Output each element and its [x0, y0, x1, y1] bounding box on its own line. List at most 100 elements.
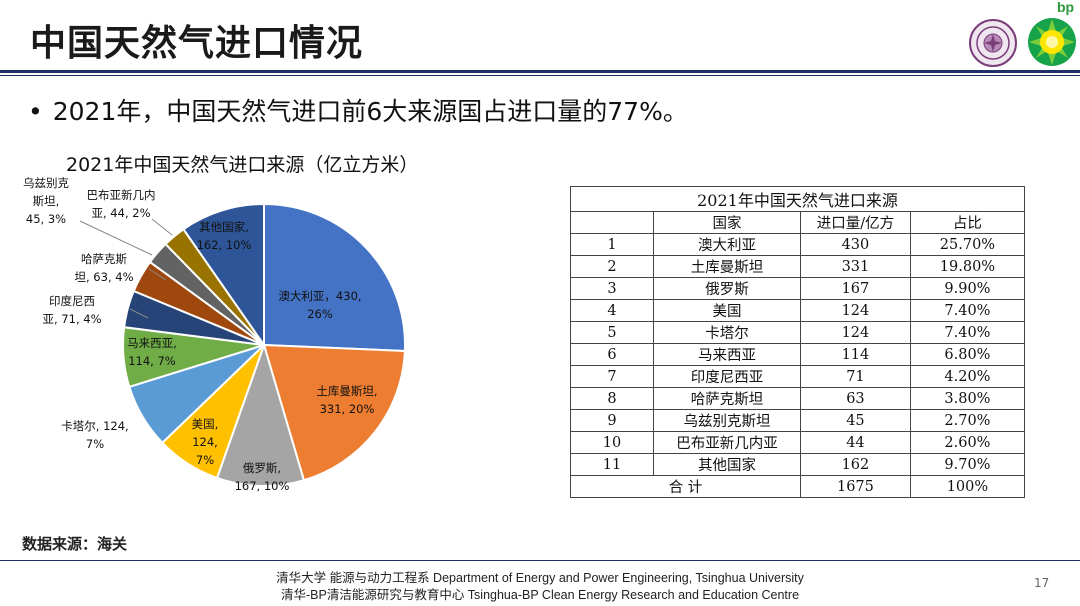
tsinghua-seal-logo [969, 19, 1017, 67]
row-index: 4 [569, 299, 655, 322]
pie-label-3: 俄罗斯, 167, 10% [235, 461, 290, 493]
header-volume: 进口量/亿方 [799, 211, 911, 234]
row-volume: 124 [799, 321, 911, 344]
table-row: 4 美国 124 7.40% [569, 299, 1026, 322]
page-title: 中国天然气进口情况 [30, 23, 364, 64]
bullet-dot: • [28, 97, 43, 126]
row-share: 9.90% [909, 277, 1026, 300]
pie-slice-11 [182, 202, 265, 349]
bp-logo: bp [1028, 0, 1076, 66]
bp-logo-text: bp [1057, 0, 1074, 15]
pie-label-2: 土库曼斯坦, 331, 20% [316, 384, 377, 416]
row-index: 2 [569, 255, 655, 278]
table-total-row: 合 计 1675 100% [570, 475, 1026, 498]
chart-title: 2021年中国天然气进口来源（亿立方米） [66, 154, 419, 176]
row-volume: 162 [799, 453, 911, 476]
leader-line [79, 220, 153, 256]
row-share: 2.70% [909, 409, 1026, 432]
pie-label-5: 卡塔尔, 124, 7% [61, 419, 128, 451]
pie-label-6: 马来西亚, 114, 7% [127, 336, 177, 368]
row-share: 19.80% [909, 255, 1026, 278]
row-volume: 63 [799, 387, 911, 410]
row-volume: 167 [799, 277, 911, 300]
table-row: 7 印度尼西亚 71 4.20% [569, 365, 1026, 388]
title-divider [0, 70, 1080, 73]
row-volume: 114 [799, 343, 911, 366]
footer-center: 清华-BP清洁能源研究与教育中心 Tsinghua-BP Clean Energ… [280, 588, 800, 602]
row-volume: 124 [799, 299, 911, 322]
data-source-note: 数据来源：海关 [22, 535, 128, 553]
row-country: 乌兹别克斯坦 [653, 409, 801, 432]
row-share: 25.70% [909, 233, 1026, 256]
pie-slice-3 [215, 341, 306, 487]
row-share: 7.40% [909, 321, 1026, 344]
row-country: 巴布亚新几内亚 [653, 431, 801, 454]
row-share: 7.40% [909, 299, 1026, 322]
row-index: 7 [569, 365, 655, 388]
row-country: 其他国家 [653, 453, 801, 476]
leader-line [129, 308, 149, 319]
key-point-text: 2021年，中国天然气进口前6大来源国占进口量的77%。 [52, 97, 688, 126]
row-index: 5 [569, 321, 655, 344]
row-volume: 331 [799, 255, 911, 278]
import-source-table: 2021年中国天然气进口来源 国家 进口量/亿方 占比 1 澳大利亚 430 25.7… [569, 186, 1026, 498]
pie-label-7: 印度尼西亚, 71, 4% [43, 294, 102, 326]
page-number: 17 [1034, 576, 1050, 590]
pie-label-11: 其他国家, 162, 10% [197, 220, 252, 252]
row-country: 澳大利亚 [653, 233, 801, 256]
pie-label-10: 巴布亚新几内亚, 44, 2% [87, 188, 156, 220]
row-country: 美国 [653, 299, 801, 322]
row-country: 印度尼西亚 [653, 365, 801, 388]
table-row: 6 马来西亚 114 6.80% [569, 343, 1026, 366]
pie-label-4: 美国, 124, 7% [192, 417, 219, 467]
row-share: 4.20% [909, 365, 1026, 388]
pie-slice-1 [263, 202, 406, 352]
table-row: 8 哈萨克斯坦 63 3.80% [569, 387, 1026, 410]
total-share: 100% [909, 475, 1026, 498]
row-index: 1 [569, 233, 655, 256]
table-row: 5 卡塔尔 124 7.40% [569, 321, 1026, 344]
row-index: 6 [569, 343, 655, 366]
row-volume: 71 [799, 365, 911, 388]
table-header-row: 国家 进口量/亿方 占比 [569, 211, 1026, 234]
row-country: 马来西亚 [653, 343, 801, 366]
header-index [569, 211, 655, 234]
table-row: 11 其他国家 162 9.70% [569, 453, 1026, 476]
key-point-bullet: • 2021年，中国天然气进口前6大来源国占进口量的77%。 [28, 92, 688, 128]
row-share: 2.60% [909, 431, 1026, 454]
row-index: 8 [569, 387, 655, 410]
pie-label-1: 澳大利亚，430, 26% [278, 289, 361, 321]
table-row: 3 俄罗斯 167 9.90% [569, 277, 1026, 300]
row-volume: 430 [799, 233, 911, 256]
row-volume: 45 [799, 409, 911, 432]
row-volume: 44 [799, 431, 911, 454]
table-row: 10 巴布亚新几内亚 44 2.60% [569, 431, 1026, 454]
table-caption: 2021年中国天然气进口来源 [570, 186, 1025, 212]
total-label: 合 计 [570, 475, 801, 498]
row-country: 卡塔尔 [653, 321, 801, 344]
leader-line [148, 268, 167, 281]
header-share: 占比 [909, 211, 1026, 234]
table-row: 1 澳大利亚 430 25.70% [569, 233, 1026, 256]
pie-label-9: 乌兹别克斯坦, 45, 3% [23, 176, 69, 226]
table-row: 9 乌兹别克斯坦 45 2.70% [569, 409, 1026, 432]
pie-label-8: 哈萨克斯坦, 63, 4% [75, 252, 134, 284]
row-share: 6.80% [909, 343, 1026, 366]
row-country: 土库曼斯坦 [653, 255, 801, 278]
title-divider-thin [0, 75, 1080, 76]
header-country: 国家 [653, 211, 801, 234]
pie-slice-2 [262, 343, 406, 482]
row-country: 哈萨克斯坦 [653, 387, 801, 410]
row-country: 俄罗斯 [653, 277, 801, 300]
row-index: 10 [569, 431, 655, 454]
table-row: 2 土库曼斯坦 331 19.80% [569, 255, 1026, 278]
footer-divider [0, 560, 1080, 561]
row-index: 11 [569, 453, 655, 476]
row-share: 9.70% [909, 453, 1026, 476]
total-volume: 1675 [799, 475, 911, 498]
row-index: 9 [569, 409, 655, 432]
leader-line [151, 218, 173, 236]
row-index: 3 [569, 277, 655, 300]
pie-chart: 澳大利亚，430, 26% 土库曼斯坦, 331, 20% 俄罗斯, 167, 10% 美国… [23, 176, 406, 493]
footer-department: 清华大学 能源与动力工程系 Department of Energy and P… [276, 571, 804, 585]
